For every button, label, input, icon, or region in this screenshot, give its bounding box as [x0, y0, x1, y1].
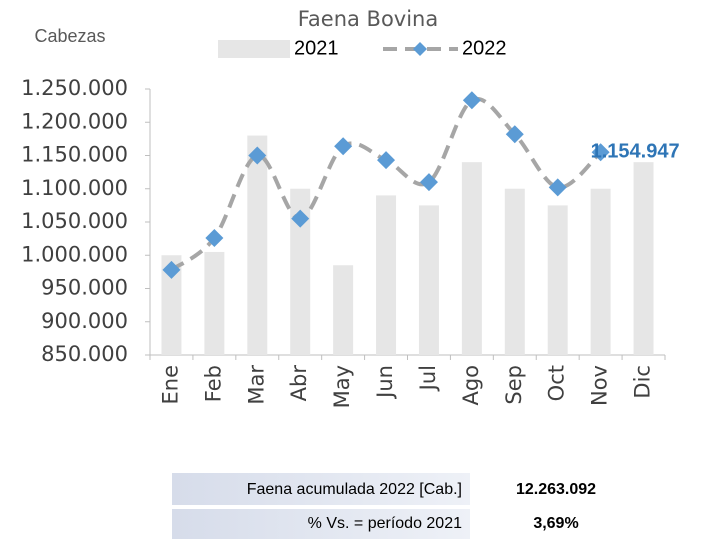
x-tick-label: Mar: [244, 365, 268, 405]
marker: [548, 178, 567, 197]
summary-cell: [172, 473, 470, 505]
x-tick-label: Dic: [631, 365, 655, 399]
x-tick-label: Feb: [201, 365, 225, 402]
marker: [162, 260, 181, 279]
marker: [419, 173, 438, 192]
marker: [334, 137, 353, 156]
x-tick-label: Abr: [287, 365, 311, 402]
x-tick-label: Sep: [502, 365, 526, 405]
y-tick-label: 1.000.000: [21, 242, 128, 266]
x-tick-label: Oct: [545, 365, 569, 401]
chart-title: Faena Bovina: [298, 7, 439, 31]
x-tick-label: Jul: [416, 365, 440, 392]
summary-value: 12.263.092: [516, 481, 596, 498]
legend-swatch: [218, 40, 290, 58]
bar: [333, 265, 354, 355]
y-tick-label: 1.100.000: [21, 176, 128, 200]
bar: [247, 135, 268, 355]
y-tick-label: 1.250.000: [21, 76, 128, 100]
y-axis-label: Cabezas: [34, 26, 105, 46]
bar: [290, 188, 311, 355]
bar: [633, 162, 654, 355]
y-tick-label: 1.150.000: [21, 143, 128, 167]
marker: [291, 209, 310, 228]
data-label: 1.154.947: [591, 140, 680, 162]
bar: [590, 188, 611, 355]
legend-marker: [413, 42, 427, 56]
marker: [205, 228, 224, 247]
y-tick-label: 1.050.000: [21, 209, 128, 233]
x-tick-label: Jun: [373, 365, 397, 400]
summary-label: % Vs. = período 2021: [308, 515, 462, 532]
legend-label: 2022: [462, 37, 507, 59]
marker: [505, 125, 524, 144]
x-tick-label: Ago: [459, 365, 483, 406]
marker: [377, 151, 396, 170]
marker: [462, 91, 481, 110]
x-tick-label: Nov: [588, 365, 612, 406]
y-tick-label: 900.000: [41, 309, 128, 333]
y-tick-label: 850.000: [41, 342, 128, 366]
bar: [161, 255, 182, 355]
y-tick-label: 950.000: [41, 276, 128, 300]
x-tick-label: May: [330, 365, 354, 408]
marker: [591, 143, 610, 162]
x-tick-label: Ene: [158, 365, 182, 405]
marker: [248, 146, 267, 165]
bar: [376, 195, 397, 355]
bar: [547, 205, 568, 355]
bar: [418, 205, 439, 355]
bar: [204, 251, 225, 355]
bar: [461, 162, 482, 355]
summary-value: 3,69%: [533, 515, 578, 532]
y-tick-label: 1.200.000: [21, 109, 128, 133]
summary-label: Faena acumulada 2022 [Cab.]: [247, 481, 462, 498]
summary-cell: [172, 509, 470, 539]
legend-label: 2021: [294, 37, 339, 59]
bar: [504, 188, 525, 355]
